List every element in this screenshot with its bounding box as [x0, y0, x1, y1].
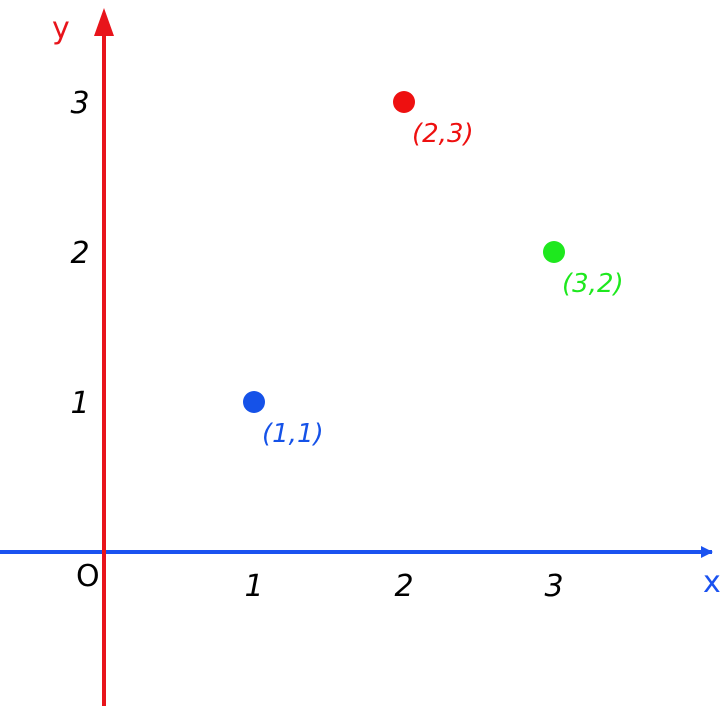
- y-axis-arrow: [94, 8, 114, 36]
- data-point: [393, 91, 415, 113]
- data-point-label: (3,2): [562, 269, 624, 299]
- y-axis-label: y: [52, 11, 70, 46]
- y-tick-label: 1: [70, 386, 89, 421]
- x-tick-label: 3: [544, 569, 563, 604]
- y-tick-label: 2: [70, 236, 89, 271]
- x-axis-label: x: [703, 565, 721, 600]
- data-point-label: (2,3): [412, 119, 474, 149]
- data-point-label: (1,1): [262, 419, 324, 449]
- x-tick-label: 1: [244, 569, 263, 604]
- y-tick-label: 3: [70, 86, 89, 121]
- x-tick-label: 2: [394, 569, 413, 604]
- origin-label: O: [76, 559, 100, 594]
- data-point: [243, 391, 265, 413]
- data-point: [543, 241, 565, 263]
